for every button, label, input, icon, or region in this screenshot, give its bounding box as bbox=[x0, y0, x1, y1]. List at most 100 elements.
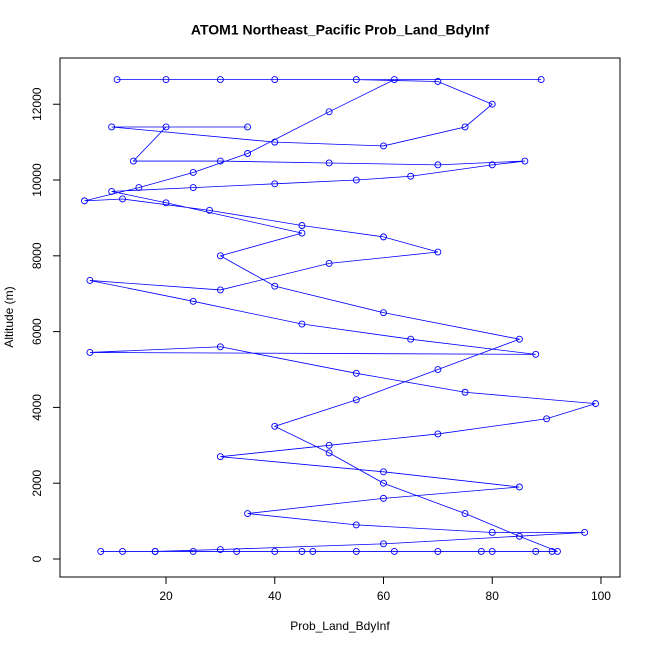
plot-frame bbox=[59, 57, 621, 578]
point bbox=[81, 197, 88, 205]
point bbox=[119, 547, 126, 555]
point bbox=[189, 547, 197, 555]
point bbox=[206, 206, 213, 214]
point bbox=[97, 547, 105, 555]
point bbox=[216, 76, 224, 84]
point bbox=[135, 184, 143, 192]
point bbox=[488, 547, 496, 555]
point bbox=[537, 76, 545, 84]
point bbox=[352, 396, 360, 404]
series-line bbox=[84, 79, 596, 552]
point bbox=[325, 159, 333, 167]
point bbox=[380, 494, 387, 502]
point bbox=[119, 195, 126, 203]
x-axis-label: Prob_Land_BdyInf bbox=[290, 619, 390, 633]
point bbox=[581, 529, 589, 536]
point bbox=[434, 78, 442, 85]
point bbox=[271, 180, 279, 188]
point bbox=[434, 366, 442, 373]
y-tick-label: 12000 bbox=[30, 87, 44, 121]
point bbox=[352, 521, 360, 529]
point bbox=[162, 76, 170, 84]
x-tick-label: 60 bbox=[377, 589, 391, 603]
y-tick-label: 6000 bbox=[30, 318, 44, 345]
point bbox=[216, 157, 224, 165]
point bbox=[108, 187, 116, 195]
point bbox=[216, 252, 224, 260]
point bbox=[162, 199, 170, 207]
x-tick-label: 100 bbox=[591, 589, 611, 603]
point bbox=[554, 547, 561, 555]
point bbox=[216, 546, 224, 553]
point bbox=[271, 76, 279, 84]
point bbox=[380, 479, 387, 487]
point bbox=[532, 547, 540, 555]
x-tick-label: 80 bbox=[486, 589, 500, 603]
point bbox=[162, 123, 170, 131]
point bbox=[461, 123, 469, 131]
point bbox=[298, 320, 306, 328]
point bbox=[325, 259, 333, 267]
point bbox=[592, 400, 599, 408]
point bbox=[86, 277, 94, 284]
point bbox=[488, 100, 496, 108]
point bbox=[189, 168, 197, 176]
y-tick-label: 10000 bbox=[30, 163, 44, 197]
point bbox=[488, 161, 496, 169]
point bbox=[298, 222, 306, 229]
point bbox=[380, 540, 387, 548]
point bbox=[325, 441, 333, 449]
y-tick-label: 0 bbox=[30, 555, 44, 562]
point bbox=[477, 547, 485, 555]
point bbox=[271, 282, 279, 290]
point bbox=[434, 248, 442, 256]
point bbox=[189, 184, 197, 192]
y-tick-label: 8000 bbox=[30, 242, 44, 269]
point bbox=[244, 123, 252, 131]
point bbox=[298, 547, 306, 555]
point bbox=[325, 108, 333, 116]
point bbox=[488, 529, 496, 536]
point bbox=[309, 547, 317, 555]
point bbox=[216, 453, 224, 461]
point bbox=[86, 349, 94, 356]
point bbox=[532, 350, 540, 358]
point bbox=[380, 142, 387, 150]
point bbox=[407, 335, 415, 343]
point bbox=[233, 547, 241, 555]
point bbox=[380, 468, 387, 476]
point bbox=[151, 547, 159, 555]
point bbox=[352, 369, 360, 377]
point bbox=[434, 161, 442, 169]
point bbox=[515, 335, 523, 343]
point bbox=[271, 547, 279, 555]
point bbox=[298, 229, 306, 237]
point bbox=[434, 547, 442, 555]
point bbox=[352, 176, 360, 184]
point bbox=[390, 547, 398, 555]
point bbox=[216, 343, 224, 351]
point bbox=[434, 430, 442, 438]
x-tick-label: 20 bbox=[159, 589, 173, 603]
x-tick-label: 40 bbox=[268, 589, 282, 603]
point bbox=[216, 286, 224, 294]
point bbox=[271, 138, 279, 146]
y-tick-label: 2000 bbox=[30, 470, 44, 497]
point bbox=[189, 297, 197, 305]
point bbox=[113, 76, 121, 84]
point bbox=[461, 510, 469, 517]
point bbox=[352, 547, 360, 555]
point bbox=[325, 449, 333, 457]
point bbox=[515, 532, 523, 540]
y-tick-label: 4000 bbox=[30, 394, 44, 421]
point bbox=[461, 388, 469, 396]
point bbox=[515, 483, 523, 491]
chart-title: ATOM1 Northeast_Pacific Prob_Land_BdyInf bbox=[191, 22, 490, 38]
point bbox=[380, 309, 387, 317]
point bbox=[244, 150, 252, 157]
point bbox=[380, 233, 387, 241]
point bbox=[108, 123, 116, 131]
point bbox=[352, 76, 360, 84]
point bbox=[521, 157, 529, 165]
